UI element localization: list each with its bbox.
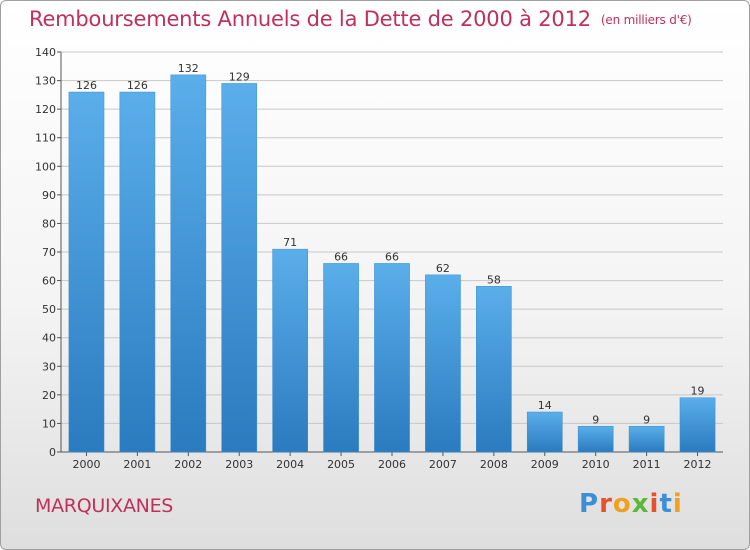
- x-tick-label: 2004: [276, 458, 304, 471]
- x-tick-label: 2012: [684, 458, 712, 471]
- bar-value-label: 66: [385, 250, 399, 263]
- bar[interactable]: [374, 263, 410, 453]
- y-tick-label: 20: [42, 389, 56, 402]
- x-tick-label: 2010: [582, 458, 610, 471]
- logo-letter: r: [599, 489, 613, 519]
- bar-value-label: 71: [283, 236, 297, 249]
- bar-value-label: 62: [436, 262, 450, 275]
- chart-subtitle: (en milliers d'€): [600, 13, 692, 27]
- y-tick-label: 10: [42, 417, 56, 430]
- y-tick-label: 100: [35, 160, 56, 173]
- bar-group[interactable]: 9: [577, 413, 614, 453]
- bar-group[interactable]: 71: [272, 236, 308, 453]
- bar-value-label: 126: [76, 79, 97, 92]
- y-tick-label: 70: [42, 246, 56, 259]
- bar[interactable]: [425, 274, 461, 453]
- bar-group[interactable]: 19: [679, 385, 716, 453]
- bar[interactable]: [526, 411, 563, 453]
- commune-name: MARQUIXANES: [35, 495, 174, 517]
- logo-letter: t: [659, 489, 673, 519]
- bar-chart: 0 10 20 30 40 50 60 70 80 90 100 110 120 130 140 2000 20…: [35, 46, 723, 471]
- logo-letter: i: [672, 489, 683, 519]
- x-tick-label: 2001: [123, 458, 151, 471]
- axis-layer: 0 10 20 30 40 50 60 70 80 90 100 110 120 130 140 2000 20…: [35, 46, 723, 471]
- bar[interactable]: [476, 286, 512, 453]
- bar[interactable]: [119, 91, 156, 453]
- bar-group[interactable]: 58: [476, 273, 512, 453]
- logo-letter: i: [649, 489, 660, 519]
- bar-value-label: 9: [643, 413, 650, 426]
- bar-value-label: 19: [691, 385, 705, 398]
- y-tick-label: 140: [35, 46, 56, 59]
- bar[interactable]: [272, 248, 308, 453]
- bar-group[interactable]: 62: [425, 262, 461, 453]
- x-tick-label: 2005: [327, 458, 355, 471]
- y-tick-label: 90: [42, 189, 56, 202]
- logo-letter: o: [612, 489, 632, 519]
- chart-title-text: Remboursements Annuels de la Dette de 20…: [29, 7, 591, 31]
- bar[interactable]: [577, 426, 614, 453]
- bar-group[interactable]: 126: [119, 79, 156, 453]
- bar[interactable]: [221, 83, 258, 453]
- bar-group[interactable]: 9: [628, 413, 665, 453]
- bar-value-label: 129: [229, 70, 250, 83]
- y-tick-label: 130: [35, 75, 56, 88]
- x-tick-label: 2006: [378, 458, 406, 471]
- proxiti-logo[interactable]: Proxiti: [579, 489, 683, 519]
- y-tick-label: 60: [42, 275, 56, 288]
- y-tick-label: 30: [42, 360, 56, 373]
- y-tick-label: 80: [42, 217, 56, 230]
- x-tick-label: 2003: [225, 458, 253, 471]
- x-tick-label: 2008: [480, 458, 508, 471]
- bar-value-label: 66: [334, 250, 348, 263]
- x-tick-label: 2011: [633, 458, 661, 471]
- bar-group[interactable]: 126: [68, 79, 105, 453]
- bar[interactable]: [170, 74, 207, 453]
- bar-value-label: 132: [178, 62, 199, 75]
- chart-title: Remboursements Annuels de la Dette de 20…: [29, 7, 692, 31]
- bars-layer: 126 126 132 129 71 66 66 62 58 14 9 9 19: [68, 62, 716, 453]
- x-tick-label: 2000: [72, 458, 100, 471]
- x-tick-label: 2009: [531, 458, 559, 471]
- bar-group[interactable]: 66: [323, 250, 359, 453]
- bar[interactable]: [628, 426, 665, 453]
- logo-letter: P: [579, 489, 600, 519]
- bar[interactable]: [679, 397, 716, 453]
- bar-group[interactable]: 129: [221, 70, 258, 453]
- bar-value-label: 58: [487, 273, 501, 286]
- y-tick-label: 120: [35, 103, 56, 116]
- bar-value-label: 126: [127, 79, 148, 92]
- bar-value-label: 9: [592, 413, 599, 426]
- bar[interactable]: [323, 263, 359, 453]
- bar-group[interactable]: 132: [170, 62, 207, 453]
- x-tick-label: 2007: [429, 458, 457, 471]
- y-tick-label: 110: [35, 132, 56, 145]
- bar-group[interactable]: 14: [526, 399, 563, 453]
- y-tick-label: 0: [49, 446, 56, 459]
- y-tick-label: 50: [42, 303, 56, 316]
- x-tick-label: 2002: [174, 458, 202, 471]
- y-tick-label: 40: [42, 332, 56, 345]
- bar[interactable]: [68, 91, 105, 453]
- bar-value-label: 14: [538, 399, 552, 412]
- bar-group[interactable]: 66: [374, 250, 410, 453]
- logo-letter: x: [631, 489, 650, 519]
